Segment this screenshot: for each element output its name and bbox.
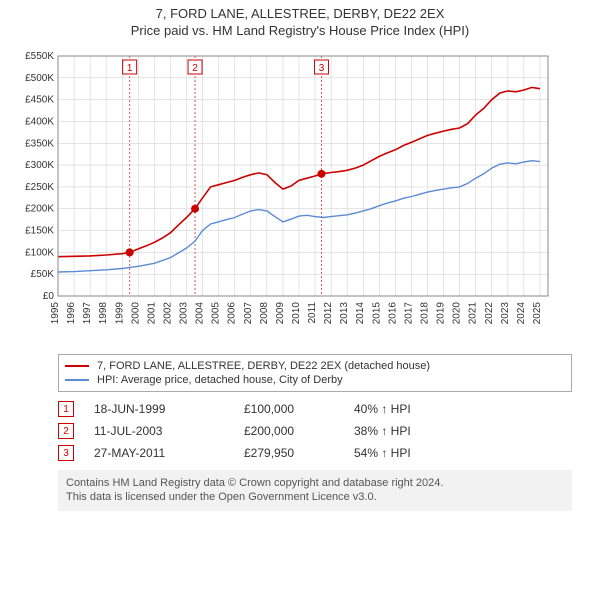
svg-text:2008: 2008 [259, 302, 270, 325]
svg-text:£250K: £250K [25, 182, 54, 193]
svg-text:2018: 2018 [420, 302, 431, 325]
sale-date: 18-JUN-1999 [94, 402, 244, 416]
svg-text:1: 1 [127, 63, 133, 74]
legend-box: 7, FORD LANE, ALLESTREE, DERBY, DE22 2EX… [58, 354, 572, 392]
line-chart-svg: £0 £50K £100K £150K £200K £250K £300K £350K £400… [8, 46, 568, 346]
legend-row: 7, FORD LANE, ALLESTREE, DERBY, DE22 2EX… [65, 359, 565, 373]
svg-text:£0: £0 [43, 291, 55, 302]
svg-text:2022: 2022 [484, 302, 495, 325]
chart-container: 7, FORD LANE, ALLESTREE, DERBY, DE22 2EX… [0, 0, 600, 519]
svg-text:2019: 2019 [436, 302, 447, 325]
svg-text:£300K: £300K [25, 160, 54, 171]
sale-pct: 40% ↑ HPI [354, 402, 474, 416]
svg-text:£50K: £50K [31, 269, 55, 280]
chart-area: £0 £50K £100K £150K £200K £250K £300K £350K £400… [8, 46, 592, 346]
svg-text:2013: 2013 [339, 302, 350, 325]
legend-swatch [65, 365, 89, 367]
legend-label: 7, FORD LANE, ALLESTREE, DERBY, DE22 2EX… [97, 360, 430, 372]
footnote-line-2: This data is licensed under the Open Gov… [66, 490, 564, 504]
svg-text:2017: 2017 [403, 302, 414, 325]
svg-text:2001: 2001 [146, 302, 157, 325]
svg-text:2: 2 [192, 63, 198, 74]
svg-text:2006: 2006 [227, 302, 238, 325]
sale-marker-box: 2 [58, 423, 74, 439]
svg-text:£350K: £350K [25, 138, 54, 149]
svg-text:2015: 2015 [371, 302, 382, 325]
svg-text:2016: 2016 [387, 302, 398, 325]
svg-text:2004: 2004 [195, 302, 206, 325]
svg-text:2007: 2007 [243, 302, 254, 325]
svg-text:£500K: £500K [25, 73, 54, 84]
svg-text:2005: 2005 [211, 302, 222, 325]
svg-text:1999: 1999 [114, 302, 125, 325]
sales-row: 2 11-JUL-2003£200,00038% ↑ HPI [58, 420, 572, 442]
svg-text:2025: 2025 [532, 302, 543, 325]
svg-text:£100K: £100K [25, 247, 54, 258]
svg-text:2023: 2023 [500, 302, 511, 325]
svg-text:1997: 1997 [82, 302, 93, 325]
footnote-box: Contains HM Land Registry data © Crown c… [58, 470, 572, 511]
svg-text:2010: 2010 [291, 302, 302, 325]
svg-text:2003: 2003 [179, 302, 190, 325]
sale-date: 11-JUL-2003 [94, 424, 244, 438]
sale-pct: 54% ↑ HPI [354, 446, 474, 460]
sale-date: 27-MAY-2011 [94, 446, 244, 460]
sale-marker-box: 3 [58, 445, 74, 461]
legend-swatch [65, 379, 89, 381]
title-line-1: 7, FORD LANE, ALLESTREE, DERBY, DE22 2EX [8, 6, 592, 21]
svg-text:£150K: £150K [25, 226, 54, 237]
svg-text:2024: 2024 [516, 302, 527, 325]
footnote-line-1: Contains HM Land Registry data © Crown c… [66, 476, 564, 490]
sale-price: £100,000 [244, 402, 354, 416]
svg-text:1998: 1998 [98, 302, 109, 325]
svg-text:2014: 2014 [355, 302, 366, 325]
svg-text:2021: 2021 [468, 302, 479, 325]
sale-price: £279,950 [244, 446, 354, 460]
svg-text:3: 3 [319, 63, 325, 74]
svg-text:2009: 2009 [275, 302, 286, 325]
svg-text:2012: 2012 [323, 302, 334, 325]
svg-text:2020: 2020 [452, 302, 463, 325]
svg-text:2011: 2011 [307, 302, 318, 324]
svg-text:£400K: £400K [25, 116, 54, 127]
title-line-2: Price paid vs. HM Land Registry's House … [8, 23, 592, 38]
svg-text:1996: 1996 [66, 302, 77, 325]
sales-row: 3 27-MAY-2011£279,95054% ↑ HPI [58, 442, 572, 464]
sales-table: 1 18-JUN-1999£100,00040% ↑ HPI 2 11-JUL-200… [58, 398, 572, 464]
svg-text:£200K: £200K [25, 204, 54, 215]
legend-row: HPI: Average price, detached house, City… [65, 373, 565, 387]
svg-text:2002: 2002 [162, 302, 173, 325]
svg-text:1995: 1995 [50, 302, 61, 325]
sales-row: 1 18-JUN-1999£100,00040% ↑ HPI [58, 398, 572, 420]
sale-marker-box: 1 [58, 401, 74, 417]
svg-text:£550K: £550K [25, 51, 54, 62]
svg-text:2000: 2000 [130, 302, 141, 325]
legend-label: HPI: Average price, detached house, City… [97, 374, 343, 386]
svg-text:£450K: £450K [25, 95, 54, 106]
sale-price: £200,000 [244, 424, 354, 438]
sale-pct: 38% ↑ HPI [354, 424, 474, 438]
